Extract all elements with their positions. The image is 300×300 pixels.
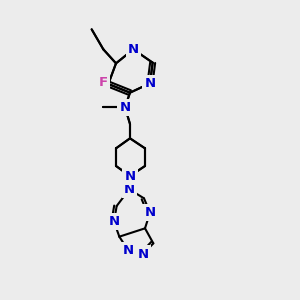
Text: N: N bbox=[108, 215, 120, 228]
Text: N: N bbox=[123, 244, 134, 257]
Text: N: N bbox=[124, 169, 136, 182]
Text: F: F bbox=[99, 76, 108, 89]
Text: N: N bbox=[144, 77, 156, 90]
Text: N: N bbox=[119, 101, 130, 114]
Text: N: N bbox=[138, 248, 149, 260]
Text: N: N bbox=[124, 183, 135, 196]
Text: N: N bbox=[144, 206, 156, 219]
Text: N: N bbox=[128, 43, 139, 56]
